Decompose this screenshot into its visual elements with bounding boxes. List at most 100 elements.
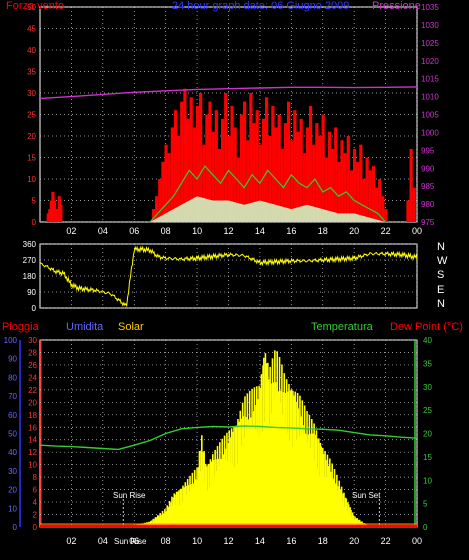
lower-x-tick-label: 04 [98, 536, 108, 546]
direction-y-tick-label: 360 [23, 240, 37, 249]
wind-y-tick-label: 10 [27, 175, 36, 184]
wind-gust-bar [362, 179, 365, 222]
humidity-y-tick-label: 10 [8, 504, 17, 513]
wind-y-tick-label: 40 [27, 46, 36, 55]
rain-y-tick-label: 6 [33, 486, 38, 495]
sunrise-extra-label: Sun Rise [114, 536, 146, 548]
pressure-y-tick-label: 1010 [421, 93, 439, 102]
wind-gust-bar [284, 123, 287, 222]
pressure-y-tick-label: 1020 [421, 57, 439, 66]
pressure-y-tick-label: 1000 [421, 128, 439, 137]
wind-x-tick-label: 14 [255, 226, 265, 236]
rain-axis-title: Pioggia [2, 321, 39, 333]
lower-x-tick-label: 00 [412, 536, 422, 546]
temperature-y-tick-label: 10 [423, 476, 432, 485]
humidity-y-tick-label: 100 [4, 336, 18, 345]
direction-y-tick-label: 90 [27, 288, 36, 297]
rain-y-tick-label: 0 [33, 523, 38, 532]
wind-x-tick-label: 08 [161, 226, 171, 236]
sunset-label: Sun Set [352, 490, 380, 502]
compass-n-bottom: N [437, 298, 445, 310]
wind-gust-bar [356, 162, 359, 222]
compass-n-top: N [437, 241, 445, 253]
wind-y-tick-label: 25 [27, 111, 36, 120]
wind-gust-bar [309, 106, 312, 222]
rain-y-tick-label: 26 [28, 361, 37, 370]
pressure-y-tick-label: 1025 [421, 39, 439, 48]
lower-x-tick-label: 08 [161, 536, 171, 546]
humidity-y-tick-label: 90 [8, 355, 17, 364]
wind-x-tick-label: 20 [349, 226, 359, 236]
wind-gust-bar [384, 209, 387, 222]
wind-x-tick-label: 04 [98, 226, 108, 236]
temperature-y-tick-label: 30 [423, 383, 432, 392]
wind-axis-title: Forza vento [6, 0, 64, 12]
pressure-y-tick-label: 980 [421, 200, 435, 209]
wind-y-tick-label: 30 [27, 89, 36, 98]
direction-y-tick-label: 180 [23, 272, 37, 281]
rain-y-tick-label: 8 [33, 473, 38, 482]
sunrise-label: Sun Rise [113, 490, 145, 502]
lower-x-tick-label: 16 [286, 536, 296, 546]
lower-x-tick-label: 20 [349, 536, 359, 546]
temperature-y-tick-label: 20 [423, 430, 432, 439]
humidity-axis-title: Umidita [66, 321, 103, 333]
wind-gust-bar [174, 110, 177, 222]
wind-gust-bar [322, 115, 325, 223]
pressure-y-tick-label: 985 [421, 182, 435, 191]
wind-gust-bar [161, 162, 164, 222]
wind-x-tick-label: 22 [381, 226, 391, 236]
dewpoint-axis-title: Dew Point (°C) [390, 321, 463, 333]
lower-x-tick-label: 10 [192, 536, 202, 546]
wind-gust-bar [375, 188, 378, 222]
lower-x-tick-label: 12 [223, 536, 233, 546]
direction-y-tick-label: 0 [32, 304, 37, 313]
wind-gust-bar [55, 209, 58, 222]
wind-gust-bar [340, 140, 343, 222]
wind-y-tick-label: 45 [27, 25, 36, 34]
pressure-y-tick-label: 995 [421, 146, 435, 155]
wind-x-tick-label: 10 [192, 226, 202, 236]
temperature-y-tick-label: 35 [423, 359, 432, 368]
wind-y-tick-label: 20 [27, 132, 36, 141]
wind-gust-bar [315, 123, 318, 222]
temperature-axis-title: Temperatura [311, 321, 373, 333]
rain-y-tick-label: 18 [28, 411, 37, 420]
rain-y-tick-label: 4 [33, 498, 38, 507]
solar-axis-title: Solar [118, 321, 144, 333]
pressure-y-tick-label: 1005 [421, 111, 439, 120]
humidity-y-tick-label: 40 [8, 448, 17, 457]
temperature-y-tick-label: 40 [423, 336, 432, 345]
wind-gust-bar [243, 102, 246, 222]
rain-y-tick-label: 10 [28, 461, 37, 470]
rain-y-tick-label: 14 [28, 436, 37, 445]
wind-gust-bar [183, 89, 186, 222]
rain-y-tick-label: 24 [28, 373, 37, 382]
wind-gust-bar [180, 102, 183, 222]
compass-s: S [437, 269, 444, 281]
direction-y-tick-label: 270 [23, 256, 37, 265]
wind-gust-bar [334, 127, 337, 222]
humidity-y-tick-label: 30 [8, 467, 17, 476]
lower-x-tick-label: 22 [381, 536, 391, 546]
compass-w: W [437, 255, 447, 267]
wind-gust-bar [353, 149, 356, 222]
humidity-y-tick-label: 70 [8, 392, 17, 401]
humidity-y-tick-label: 80 [8, 373, 17, 382]
rain-y-tick-label: 16 [28, 423, 37, 432]
wind-gust-bar [293, 110, 296, 222]
wind-y-tick-label: 0 [32, 218, 37, 227]
pressure-y-tick-label: 1035 [421, 3, 439, 12]
wind-x-tick-label: 00 [412, 226, 422, 236]
lower-x-tick-label: 18 [318, 536, 328, 546]
graph-date-title: 24 hour graph date: 06 Giugno 2009 [172, 0, 349, 12]
wind-x-tick-label: 16 [286, 226, 296, 236]
pressure-y-tick-label: 1015 [421, 75, 439, 84]
wind-gust-bar [344, 153, 347, 222]
wind-gust-bar [331, 149, 334, 222]
compass-e: E [437, 284, 444, 296]
humidity-y-tick-label: 60 [8, 411, 17, 420]
wind-gust-bar [59, 205, 62, 222]
wind-gust-bar [372, 166, 375, 222]
temperature-y-tick-label: 5 [423, 500, 428, 509]
